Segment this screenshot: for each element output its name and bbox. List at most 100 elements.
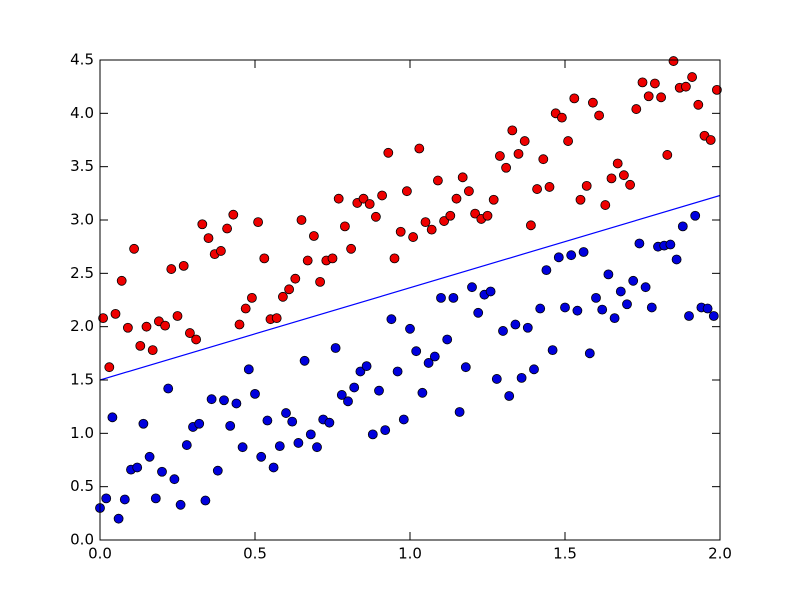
point (702, 303, 713, 314)
point (191, 334, 202, 345)
point (677, 221, 688, 232)
point (519, 136, 530, 146)
point (333, 193, 344, 204)
y-tick-label: 2.0 (70, 317, 94, 335)
point (445, 210, 456, 221)
x-tick-label: 0.0 (88, 545, 112, 563)
point (312, 442, 322, 453)
point (175, 499, 186, 510)
point (662, 150, 673, 160)
point (234, 319, 245, 330)
point (603, 269, 614, 280)
point (572, 305, 583, 316)
point (560, 302, 570, 313)
point (184, 328, 195, 338)
point (370, 211, 381, 222)
point (600, 200, 611, 210)
point (569, 93, 580, 104)
point (668, 56, 679, 66)
point (575, 194, 586, 205)
point (222, 223, 233, 234)
point (206, 394, 217, 405)
y-tick-label: 1.5 (70, 371, 94, 389)
point (631, 104, 642, 114)
point (147, 345, 158, 356)
point (296, 215, 307, 225)
point (132, 462, 143, 473)
point (432, 175, 443, 186)
point (656, 92, 666, 103)
y-tick-label: 3.0 (70, 211, 94, 229)
point (584, 348, 595, 359)
point (485, 286, 496, 297)
point (339, 221, 350, 232)
point (501, 162, 512, 173)
point (246, 292, 257, 303)
point (284, 284, 295, 295)
point (687, 72, 697, 82)
point (588, 97, 598, 108)
point (498, 326, 508, 336)
point (383, 147, 394, 158)
point (349, 382, 360, 393)
point (451, 193, 462, 204)
point (113, 513, 124, 524)
point (526, 220, 536, 231)
point (628, 275, 639, 286)
point (405, 323, 415, 334)
point (650, 78, 660, 89)
point (367, 429, 378, 440)
point (541, 265, 552, 276)
point (522, 322, 533, 333)
point (454, 407, 465, 417)
x-tick-label: 1.0 (398, 545, 422, 563)
point (460, 362, 471, 373)
point (181, 440, 192, 450)
point (609, 313, 620, 324)
y-tick-label: 4.0 (70, 104, 94, 122)
point (646, 302, 657, 313)
point (535, 303, 546, 314)
point (563, 136, 573, 146)
point (690, 210, 701, 221)
point (262, 415, 273, 426)
point (358, 193, 369, 204)
point (491, 374, 502, 384)
point (197, 219, 208, 230)
point (684, 311, 694, 321)
point (494, 151, 505, 161)
point (423, 358, 434, 368)
point (287, 416, 298, 427)
point (228, 209, 239, 220)
y-tick-label: 2.5 (70, 264, 94, 282)
point (374, 385, 384, 396)
point (693, 99, 704, 110)
point (637, 77, 648, 88)
point (566, 250, 577, 261)
point (299, 355, 310, 366)
point (327, 253, 338, 264)
point (671, 254, 682, 265)
point (594, 110, 604, 121)
point (436, 292, 446, 303)
point (277, 291, 288, 302)
point (243, 364, 254, 375)
point (643, 91, 654, 102)
point (622, 299, 632, 310)
point (513, 148, 524, 159)
point (101, 493, 112, 504)
point (591, 292, 601, 303)
point (200, 495, 211, 506)
point (414, 143, 425, 154)
point (268, 462, 279, 473)
point (547, 345, 558, 356)
point (123, 322, 133, 333)
y-tick-label: 0.0 (70, 531, 94, 549)
point (417, 387, 428, 398)
point (538, 154, 549, 165)
point (612, 158, 623, 169)
point (166, 264, 177, 274)
point (225, 420, 236, 431)
x-tick-label: 2.0 (708, 545, 732, 563)
point (169, 474, 180, 485)
